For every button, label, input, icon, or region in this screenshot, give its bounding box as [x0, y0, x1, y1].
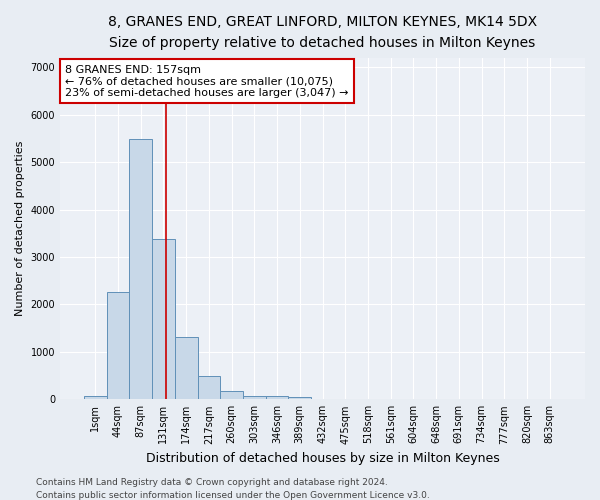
Y-axis label: Number of detached properties: Number of detached properties	[15, 141, 25, 316]
Bar	[197, 376, 220, 400]
Bar	[107, 292, 130, 400]
Bar	[289, 396, 311, 400]
Text: 8 GRANES END: 157sqm
← 76% of detached houses are smaller (10,075)
23% of semi-d: 8 GRANES END: 157sqm ← 76% of detached h…	[65, 64, 349, 98]
Bar	[266, 396, 289, 400]
Bar	[84, 396, 107, 400]
X-axis label: Distribution of detached houses by size in Milton Keynes: Distribution of detached houses by size …	[146, 452, 499, 465]
Title: 8, GRANES END, GREAT LINFORD, MILTON KEYNES, MK14 5DX
Size of property relative : 8, GRANES END, GREAT LINFORD, MILTON KEY…	[108, 15, 537, 50]
Text: Contains HM Land Registry data © Crown copyright and database right 2024.
Contai: Contains HM Land Registry data © Crown c…	[36, 478, 430, 500]
Bar	[220, 392, 243, 400]
Bar	[152, 240, 175, 400]
Bar	[175, 336, 197, 400]
Bar	[243, 396, 266, 400]
Bar	[130, 140, 152, 400]
